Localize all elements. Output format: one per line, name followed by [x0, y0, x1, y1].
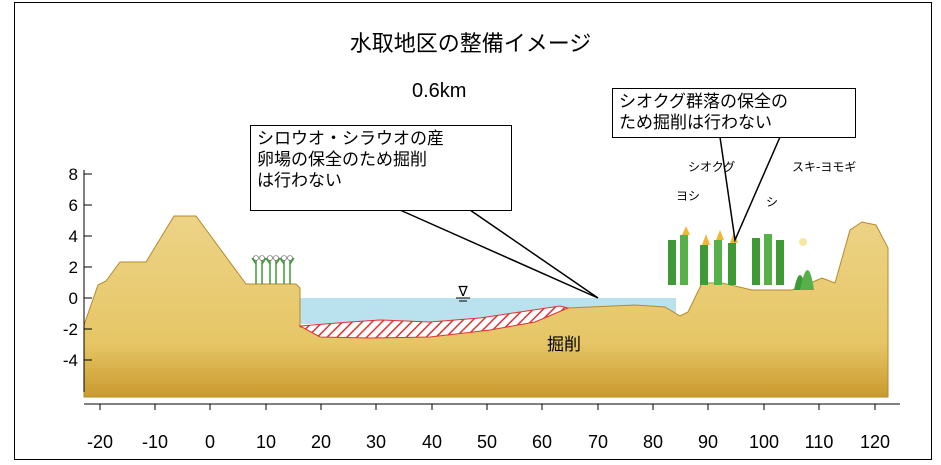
ground-profile [83, 215, 889, 398]
x-tick-label: 70 [588, 432, 608, 452]
y-tick-label: 4 [69, 227, 78, 246]
callout-right-line: ため掘削は行わない [619, 113, 772, 133]
x-tick-label: -20 [87, 432, 113, 452]
y-axis-labels: 8 6 4 2 0 -2 -4 [63, 165, 78, 370]
x-tick-label: 120 [860, 432, 890, 452]
x-tick-label: -10 [142, 432, 168, 452]
distance-label: 0.6km [412, 80, 467, 102]
x-tick-label: 90 [698, 432, 718, 452]
callout-left: シロウオ・シラウオの産 卵場の保全のため掘削 は行わない [250, 125, 512, 211]
x-tick-label: 110 [805, 432, 834, 452]
x-axis-ticks [99, 404, 876, 410]
callout-right: シオクグ群落の保全の ため掘削は行わない [612, 88, 856, 138]
x-axis-labels: -20 -10 0 10 20 30 40 50 60 70 80 90 100… [87, 432, 890, 452]
y-tick-label: -2 [63, 320, 78, 339]
callout-left-line: シロウオ・シラウオの産 [257, 129, 444, 149]
y-tick-label: 6 [69, 196, 78, 215]
y-tick-label: 8 [69, 165, 78, 184]
reed-heads [253, 255, 293, 261]
x-tick-label: 100 [749, 432, 779, 452]
callout-left-line: 卵場の保全のため掘削 [257, 150, 427, 170]
callout-right-pointer [719, 136, 782, 243]
callout-left-line: は行わない [257, 171, 342, 191]
x-tick-label: 10 [256, 432, 276, 452]
excavation-label: 掘削 [547, 335, 581, 355]
callout-right-line: シオクグ群落の保全の [619, 92, 788, 112]
water-level-icon: ∇ [456, 284, 470, 302]
x-tick-label: 30 [366, 432, 386, 452]
plant-label-shiokugu: シオクグ [688, 160, 736, 174]
x-tick-label: 50 [477, 432, 497, 452]
x-tick-label: 60 [532, 432, 552, 452]
plant-label-yoshi-right: シ [766, 195, 779, 209]
x-tick-label: 20 [311, 432, 331, 452]
reed-icon [251, 257, 295, 284]
x-tick-label: 40 [422, 432, 442, 452]
y-tick-label: -4 [63, 351, 78, 370]
excavation-zone [298, 305, 570, 339]
plant-label-yoshi: ヨシ [676, 189, 701, 203]
y-tick-label: 2 [69, 258, 78, 277]
mugwort-icon [794, 238, 814, 290]
x-tick-label: 0 [205, 432, 215, 452]
y-axis-ticks [84, 173, 92, 361]
sedge-icon [668, 226, 784, 285]
plant-label-mugwort: スキ-ヨモギ [792, 160, 857, 174]
y-tick-label: 0 [69, 289, 78, 308]
svg-text:∇: ∇ [457, 284, 468, 300]
callout-left-pointer [399, 209, 599, 299]
x-tick-label: 80 [643, 432, 663, 452]
diagram-title: 水取地区の整備イメージ [349, 32, 592, 57]
